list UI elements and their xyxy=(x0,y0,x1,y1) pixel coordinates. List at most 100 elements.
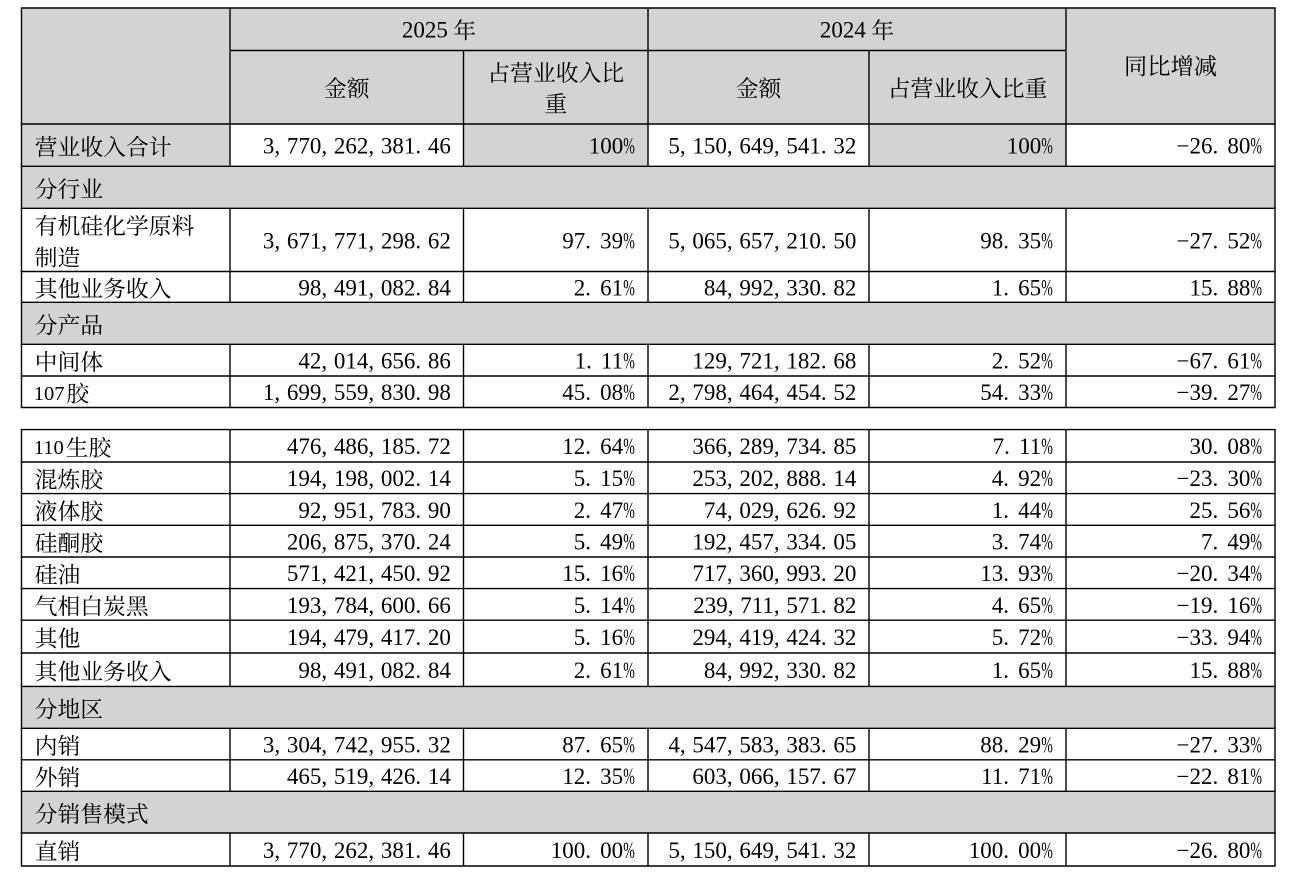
svg-text:476, 486, 185. 72: 476, 486, 185. 72 xyxy=(287,434,451,459)
svg-text:%: % xyxy=(623,658,635,683)
svg-text:4, 547, 583, 383. 65: 4, 547, 583, 383. 65 xyxy=(668,732,856,757)
svg-text:74, 029, 626. 92: 74, 029, 626. 92 xyxy=(704,498,857,523)
svg-text:%: % xyxy=(1250,349,1262,374)
svg-text:54. 33: 54. 33 xyxy=(980,380,1041,405)
svg-text:294, 419, 424. 32: 294, 419, 424. 32 xyxy=(692,625,856,650)
svg-text:100. 00: 100. 00 xyxy=(551,838,623,863)
svg-text:%: % xyxy=(1250,658,1262,683)
svg-text:1. 11: 1. 11 xyxy=(575,349,624,374)
svg-text:%: % xyxy=(623,530,635,555)
svg-text:%: % xyxy=(1041,349,1053,374)
svg-text:%: % xyxy=(1041,228,1053,253)
svg-text:−39. 27: −39. 27 xyxy=(1177,380,1251,405)
svg-text:100: 100 xyxy=(589,134,624,159)
svg-text:5. 49: 5. 49 xyxy=(574,530,623,555)
svg-text:%: % xyxy=(623,764,635,789)
svg-text:2, 798, 464, 454. 52: 2, 798, 464, 454. 52 xyxy=(668,380,856,405)
svg-text:%: % xyxy=(1041,434,1053,459)
svg-text:%: % xyxy=(1041,593,1053,618)
svg-text:%: % xyxy=(1041,561,1053,586)
svg-text:%: % xyxy=(623,349,635,374)
svg-text:3, 770, 262, 381. 46: 3, 770, 262, 381. 46 xyxy=(263,838,451,863)
svg-text:%: % xyxy=(623,593,635,618)
svg-text:%: % xyxy=(1250,732,1262,757)
svg-text:7. 11: 7. 11 xyxy=(993,434,1042,459)
svg-text:−19. 16: −19. 16 xyxy=(1177,593,1251,618)
svg-text:25. 56: 25. 56 xyxy=(1189,498,1250,523)
svg-text:%: % xyxy=(1041,134,1053,159)
svg-text:%: % xyxy=(623,228,635,253)
svg-text:15. 16: 15. 16 xyxy=(562,561,623,586)
svg-text:87. 65: 87. 65 xyxy=(562,732,623,757)
svg-text:1. 65: 1. 65 xyxy=(992,658,1041,683)
svg-text:100. 00: 100. 00 xyxy=(969,838,1041,863)
svg-text:−26. 80: −26. 80 xyxy=(1177,838,1251,863)
svg-text:%: % xyxy=(1250,380,1262,405)
svg-text:5. 15: 5. 15 xyxy=(574,466,623,491)
svg-text:%: % xyxy=(1250,134,1262,159)
svg-text:%: % xyxy=(1250,434,1262,459)
svg-text:5, 065, 657, 210. 50: 5, 065, 657, 210. 50 xyxy=(668,228,856,253)
svg-text:%: % xyxy=(1250,838,1262,863)
svg-text:−23. 30: −23. 30 xyxy=(1177,466,1251,491)
svg-text:%: % xyxy=(623,466,635,491)
svg-text:%: % xyxy=(1041,380,1053,405)
svg-text:15. 88: 15. 88 xyxy=(1189,658,1250,683)
svg-text:88. 29: 88. 29 xyxy=(980,732,1041,757)
svg-text:717, 360, 993. 20: 717, 360, 993. 20 xyxy=(692,561,856,586)
svg-text:13. 93: 13. 93 xyxy=(980,561,1041,586)
svg-text:3, 304, 742, 955. 32: 3, 304, 742, 955. 32 xyxy=(263,732,451,757)
svg-text:2. 47: 2. 47 xyxy=(574,498,623,523)
svg-text:5, 150, 649, 541. 32: 5, 150, 649, 541. 32 xyxy=(668,134,856,159)
svg-text:100: 100 xyxy=(1007,134,1042,159)
svg-text:110: 110 xyxy=(34,437,64,459)
svg-text:−33. 94: −33. 94 xyxy=(1177,625,1251,650)
svg-text:194, 479, 417. 20: 194, 479, 417. 20 xyxy=(287,625,451,650)
svg-text:84, 992, 330. 82: 84, 992, 330. 82 xyxy=(704,658,857,683)
svg-text:30. 08: 30. 08 xyxy=(1189,434,1250,459)
svg-text:%: % xyxy=(623,625,635,650)
svg-text:11. 71: 11. 71 xyxy=(981,764,1041,789)
svg-text:5. 72: 5. 72 xyxy=(992,625,1041,650)
svg-text:−67. 61: −67. 61 xyxy=(1177,349,1251,374)
svg-text:%: % xyxy=(623,498,635,523)
svg-text:1. 44: 1. 44 xyxy=(992,498,1042,523)
svg-text:%: % xyxy=(1250,466,1262,491)
svg-text:5. 16: 5. 16 xyxy=(574,625,623,650)
svg-text:%: % xyxy=(623,134,635,159)
svg-text:3, 671, 771, 298. 62: 3, 671, 771, 298. 62 xyxy=(263,228,451,253)
svg-text:12. 64: 12. 64 xyxy=(562,434,623,459)
svg-text:2025: 2025 xyxy=(402,18,448,43)
svg-text:465, 519, 426. 14: 465, 519, 426. 14 xyxy=(287,764,452,789)
svg-text:2. 61: 2. 61 xyxy=(574,658,623,683)
svg-text:603, 066, 157. 67: 603, 066, 157. 67 xyxy=(692,764,856,789)
svg-text:%: % xyxy=(1250,498,1262,523)
svg-text:193, 784, 600. 66: 193, 784, 600. 66 xyxy=(287,593,451,618)
svg-text:366, 289, 734. 85: 366, 289, 734. 85 xyxy=(692,434,856,459)
svg-text:%: % xyxy=(1041,732,1053,757)
svg-text:%: % xyxy=(623,380,635,405)
svg-text:%: % xyxy=(623,838,635,863)
svg-text:−26. 80: −26. 80 xyxy=(1177,134,1251,159)
svg-text:2. 52: 2. 52 xyxy=(992,349,1041,374)
svg-text:%: % xyxy=(1250,625,1262,650)
svg-text:3. 74: 3. 74 xyxy=(992,530,1042,555)
svg-text:239, 711, 571. 82: 239, 711, 571. 82 xyxy=(693,593,856,618)
svg-text:%: % xyxy=(1250,228,1262,253)
svg-text:1, 699, 559, 830. 98: 1, 699, 559, 830. 98 xyxy=(263,380,451,405)
svg-text:−27. 33: −27. 33 xyxy=(1177,732,1251,757)
svg-text:%: % xyxy=(1250,764,1262,789)
svg-text:92, 951, 783. 90: 92, 951, 783. 90 xyxy=(298,498,451,523)
svg-text:98, 491, 082. 84: 98, 491, 082. 84 xyxy=(298,275,451,300)
svg-text:12. 35: 12. 35 xyxy=(562,764,623,789)
svg-text:3, 770, 262, 381. 46: 3, 770, 262, 381. 46 xyxy=(263,134,451,159)
svg-text:84, 992, 330. 82: 84, 992, 330. 82 xyxy=(704,275,857,300)
svg-text:4. 65: 4. 65 xyxy=(992,593,1041,618)
svg-text:45. 08: 45. 08 xyxy=(562,380,623,405)
svg-text:7. 49: 7. 49 xyxy=(1201,530,1250,555)
svg-text:%: % xyxy=(623,561,635,586)
svg-text:%: % xyxy=(1041,466,1053,491)
svg-text:%: % xyxy=(623,732,635,757)
svg-text:%: % xyxy=(623,434,635,459)
svg-text:571, 421, 450. 92: 571, 421, 450. 92 xyxy=(287,561,451,586)
